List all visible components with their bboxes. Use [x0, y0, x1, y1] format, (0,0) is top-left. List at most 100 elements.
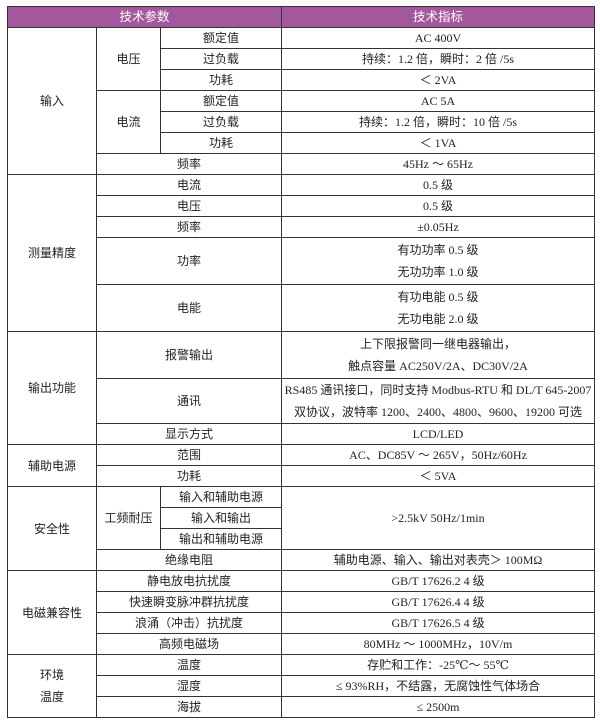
cell-line: 触点容量 AC250V/2A、DC30V/2A [348, 359, 528, 373]
table-cell: GB/T 17626.2 4 级 [281, 570, 596, 592]
table-header-row: 技术参数 技术指标 [6, 6, 596, 28]
table-cell: 0.5 级 [281, 174, 596, 196]
table-cell: 高频电磁场 [95, 633, 283, 655]
table-cell: 输入 [7, 27, 97, 175]
table-cell: 显示方式 [95, 423, 283, 445]
table-cell: 报警输出 [95, 331, 283, 379]
table-row: 环境 温度 温度 存贮和工作：-25℃～ 55℃ [7, 654, 596, 718]
table-cell: 45Hz ～ 65Hz [281, 153, 596, 175]
table-row: 电流 额定值 AC 5A [8, 90, 596, 154]
table-cell: 安全性 [7, 486, 97, 571]
table-cell: 持续：1.2 倍，瞬时：10 倍 /5s [281, 111, 596, 133]
table-cell: 0.5 级 [281, 195, 596, 217]
cell-line: 温度 [39, 690, 64, 704]
table-cell: 辅助电源 [7, 444, 97, 487]
table-row: 电压 0.5 级 [8, 195, 596, 217]
table-cell: 频率 [95, 153, 283, 175]
table-cell: 电压 [95, 195, 283, 217]
table-row: 过负载 持续：1.2 倍，瞬时：10 倍 /5s [8, 111, 596, 133]
table-row: 辅助电源 范围 AC、DC85V ～ 265V，50Hz/60Hz [7, 444, 596, 487]
table-row: 快速瞬变脉冲群抗扰度 GB/T 17626.4 4 级 [8, 591, 596, 613]
table-cell: 输出和辅助电源 [159, 528, 283, 550]
header-spec: 技术指标 [281, 6, 596, 28]
table-row: 输出功能 报警输出 上下限报警同一继电器输出， 触点容量 AC250V/2A、DC30… [7, 331, 596, 445]
table-cell: 海拔 [95, 696, 283, 718]
table-cell: ≤ 2500m [281, 696, 596, 718]
table-cell: AC、DC85V ～ 265V，50Hz/60Hz [281, 444, 596, 466]
table-row: 通讯 RS485 通讯接口，同时支持 Modbus-RTU 和 DL/T 645-… [8, 378, 596, 424]
table-row: 功率 有功功率 0.5 级无功功率 1.0 级 [8, 237, 596, 285]
table-cell: 绝缘电阻 [95, 549, 283, 571]
table-cell: 有功功率 0.5 级无功功率 1.0 级 [281, 237, 596, 285]
table-cell: 快速瞬变脉冲群抗扰度 [95, 591, 283, 613]
table-row: 高频电磁场 80MHz ～ 1000MHz，10V/m [8, 633, 596, 655]
table-row: 海拔 ≤ 2500m [8, 696, 596, 718]
table-body: 输入 电压 额定值 AC 400V 过负载 持续：1.2 倍，瞬时：2 倍 /5s 功耗＜ … [7, 27, 596, 718]
table-cell: 辅助电源、输入、输出对表壳＞ 100MΩ [281, 549, 596, 571]
table-cell: ≤ 93%RH，不结露，无腐蚀性气体场合 [281, 675, 596, 697]
table-cell: 测量精度 [7, 174, 97, 332]
table-row: 电磁兼容性 静电放电抗扰度 GB/T 17626.2 4 级 [7, 570, 596, 655]
table-cell: 额定值 [159, 27, 283, 49]
table-cell: 电流 [95, 174, 283, 196]
table-cell: LCD/LED [281, 423, 596, 445]
table-cell: 存贮和工作：-25℃～ 55℃ [281, 654, 596, 676]
table-row: 浪涌（冲击）抗扰度 GB/T 17626.5 4 级 [8, 612, 596, 634]
table-cell: 温度 [95, 654, 283, 676]
table-cell: ＜ 1VA [281, 132, 596, 154]
table-cell: 额定值 [159, 90, 283, 112]
table-cell: 电流 [96, 90, 161, 154]
table-cell: 功耗 [159, 132, 283, 154]
table-row: 安全性 工频耐压 输入和辅助电源 >2.5kV 50Hz/1min [7, 486, 596, 571]
table-cell: 静电放电抗扰度 [95, 570, 283, 592]
table-cell: 范围 [95, 444, 283, 466]
table-cell: ＜ 5VA [281, 465, 596, 487]
cell-line: 环境 [39, 668, 64, 682]
table-row: 电能 有功电能 0.5 级无功电能 2.0 级 [8, 284, 596, 332]
table-cell: 过负载 [159, 111, 283, 133]
table-cell: 电能 [95, 284, 283, 332]
cell-line: 上下限报警同一继电器输出， [360, 337, 517, 351]
table-cell: 输入和辅助电源 [159, 486, 283, 508]
table-row: 频率 45Hz ～ 65Hz [8, 153, 596, 175]
table-cell: GB/T 17626.4 4 级 [281, 591, 596, 613]
table-row: 功耗＜ 5VA [8, 465, 596, 487]
table-cell: 输入和输出 [159, 507, 283, 529]
table-cell: 上下限报警同一继电器输出， 触点容量 AC250V/2A、DC30V/2A [281, 331, 596, 379]
table-cell: >2.5kV 50Hz/1min [281, 486, 596, 550]
table-cell: 通讯 [95, 378, 283, 424]
spec-table: 技术参数 技术指标 输入 电压 额定值 AC 400V 过负载 持续：1.2 倍，瞬时：2… [6, 6, 596, 718]
cell-line: 有功功率 0.5 级 [397, 243, 479, 257]
cell-line: RS485 通讯接口，同时支持 Modbus-RTU 和 DL/T 645-20… [284, 383, 592, 397]
table-cell: ±0.05Hz [281, 216, 596, 238]
table-row: 绝缘电阻 辅助电源、输入、输出对表壳＞ 100MΩ [8, 549, 596, 571]
table-cell: 功耗 [159, 69, 283, 91]
table-cell: 过负载 [159, 48, 283, 70]
table-cell: 80MHz ～ 1000MHz，10V/m [281, 633, 596, 655]
table-cell: 功率 [95, 237, 283, 285]
table-cell: 湿度 [95, 675, 283, 697]
cell-line: 无功功率 1.0 级 [397, 265, 479, 279]
table-row: 输入和输出 [8, 507, 595, 529]
table-cell: 电压 [96, 27, 161, 91]
table-cell: 频率 [95, 216, 283, 238]
table-cell: 环境 温度 [7, 654, 97, 718]
cell-line: 双协议，波特率 1200、2400、4800、9600、19200 可选 [294, 405, 583, 419]
cell-line: 无功电能 2.0 级 [397, 312, 479, 326]
header-param: 技术参数 [6, 6, 283, 28]
table-cell: RS485 通讯接口，同时支持 Modbus-RTU 和 DL/T 645-20… [281, 378, 596, 424]
table-cell: GB/T 17626.5 4 级 [281, 612, 596, 634]
table-row: 频率 ±0.05Hz [8, 216, 596, 238]
table-row: 测量精度 电流 0.5 级 [7, 174, 596, 332]
table-cell: ＜ 2VA [281, 69, 596, 91]
table-row: 湿度 ≤ 93%RH，不结露，无腐蚀性气体场合 [8, 675, 596, 697]
table-cell: AC 400V [281, 27, 596, 49]
cell-line: 有功电能 0.5 级 [397, 290, 479, 304]
table-row: 输入 电压 额定值 AC 400V [7, 27, 596, 175]
table-cell: 有功电能 0.5 级无功电能 2.0 级 [281, 284, 596, 332]
table-cell: 电磁兼容性 [7, 570, 97, 655]
table-cell: 浪涌（冲击）抗扰度 [95, 612, 283, 634]
table-row: 输出和辅助电源 [8, 528, 595, 550]
table-cell: 输出功能 [7, 331, 97, 445]
table-cell: AC 5A [281, 90, 596, 112]
